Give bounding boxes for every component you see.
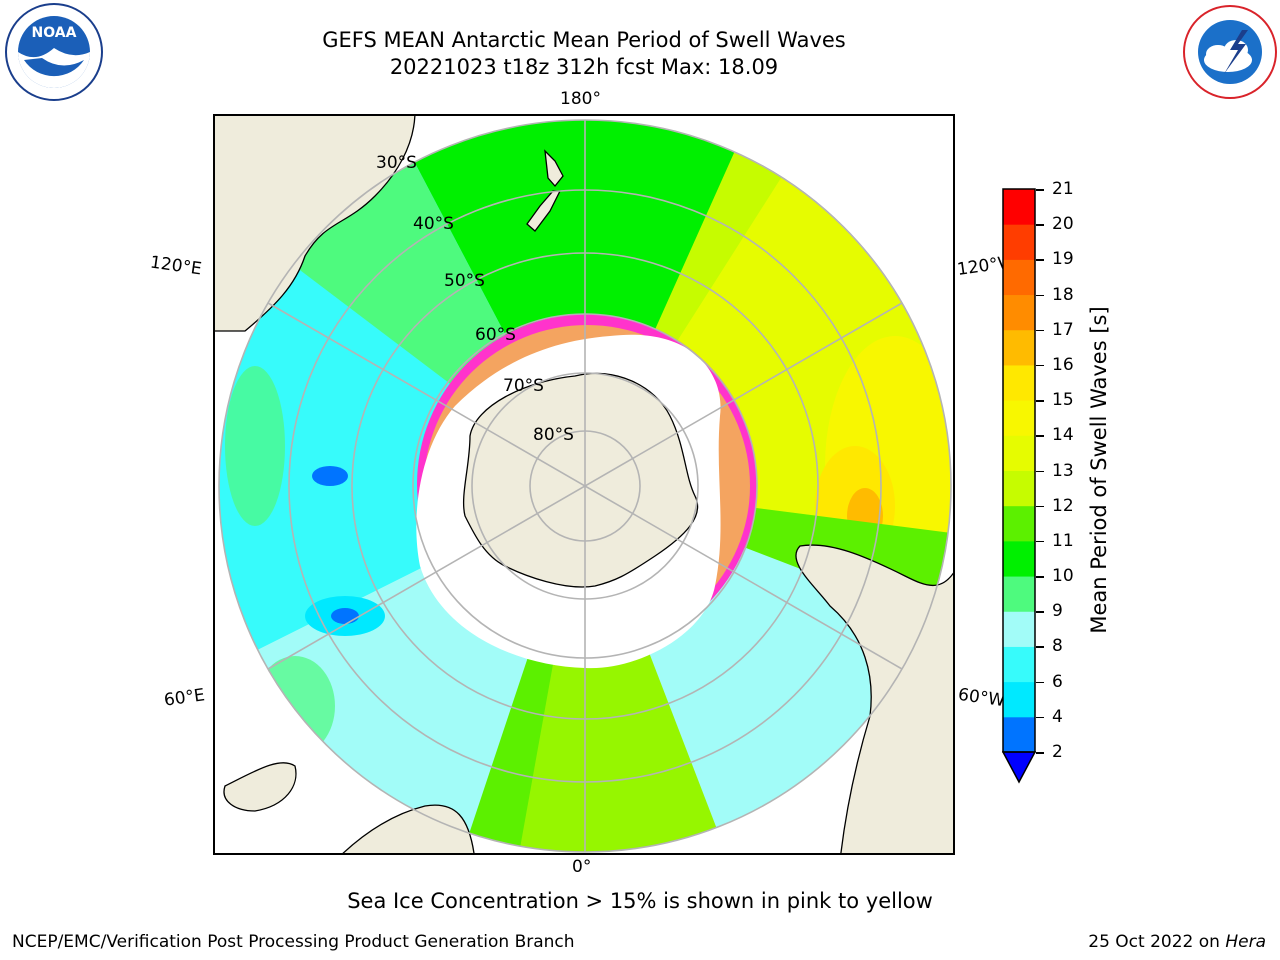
colorbar-band xyxy=(1003,259,1035,296)
lon-label-120e: 120°E xyxy=(148,252,203,280)
colorbar-band xyxy=(1003,505,1035,542)
colorbar-tick-mark xyxy=(1036,505,1044,508)
colorbar-band xyxy=(1003,576,1035,612)
colorbar-extend-arrow xyxy=(1002,751,1036,784)
colorbar-band xyxy=(1003,224,1035,260)
colorbar-band xyxy=(1003,364,1035,401)
colorbar-tick-label: 20 xyxy=(1052,214,1074,235)
credit-branch: NCEP/EMC/Verification Post Processing Pr… xyxy=(12,932,575,952)
colorbar-tick-mark xyxy=(1036,716,1044,719)
noaa-logo: NOAA xyxy=(5,3,103,101)
colorbar-tick-mark xyxy=(1036,752,1044,754)
colorbar-tick-label: 16 xyxy=(1052,354,1074,375)
colorbar-tick-label: 6 xyxy=(1052,671,1063,692)
lat-label-70s: 70°S xyxy=(503,376,544,396)
colorbar-tick-label: 19 xyxy=(1052,249,1074,270)
noaa-logo-text: NOAA xyxy=(32,25,77,41)
colorbar-band xyxy=(1003,681,1035,718)
colorbar-tick-mark xyxy=(1036,470,1044,472)
lon-label-180: 180° xyxy=(560,89,601,109)
colorbar-tick-mark xyxy=(1036,259,1044,261)
colorbar-band xyxy=(1003,189,1035,225)
colorbar-tick-label: 4 xyxy=(1052,706,1063,727)
polar-map xyxy=(215,116,953,853)
chart-title: GEFS MEAN Antarctic Mean Period of Swell… xyxy=(322,28,846,52)
colorbar xyxy=(1002,188,1036,784)
colorbar-band xyxy=(1003,400,1035,436)
colorbar-tick-mark xyxy=(1036,364,1044,367)
colorbar-tick-label: 8 xyxy=(1052,636,1063,657)
colorbar-tick-mark xyxy=(1036,294,1044,297)
lat-label-50s: 50°S xyxy=(444,271,485,291)
graticule xyxy=(218,119,952,853)
colorbar-tick-mark xyxy=(1036,576,1044,578)
colorbar-band xyxy=(1003,611,1035,647)
colorbar-band xyxy=(1003,716,1035,753)
colorbar-tick-mark xyxy=(1036,224,1044,226)
colorbar-frame xyxy=(1002,188,1036,753)
colorbar-tick-label: 2 xyxy=(1052,742,1063,762)
colorbar-tick-mark xyxy=(1036,646,1044,648)
colorbar-band xyxy=(1003,470,1035,507)
lat-label-60s: 60°S xyxy=(475,325,516,345)
colorbar-band xyxy=(1003,540,1035,577)
colorbar-band xyxy=(1003,435,1035,471)
colorbar-tick-mark xyxy=(1036,540,1044,543)
land xyxy=(215,116,953,853)
colorbar-tick-label: 15 xyxy=(1052,390,1074,411)
colorbar-tick-mark xyxy=(1036,435,1044,437)
colorbar-tick-mark xyxy=(1036,329,1044,332)
lon-label-60e: 60°E xyxy=(162,685,207,711)
colorbar-band xyxy=(1003,329,1035,366)
chart-subtitle: 20221023 t18z 312h fcst Max: 18.09 xyxy=(389,55,779,79)
colorbar-tick-label: 18 xyxy=(1052,284,1074,305)
colorbar-band xyxy=(1003,646,1035,683)
lat-label-30s: 30°S xyxy=(376,153,417,173)
credit-host: Hera xyxy=(1225,932,1266,952)
lat-label-40s: 40°S xyxy=(413,214,454,234)
colorbar-tick-label: 9 xyxy=(1052,601,1063,622)
colorbar-tick-mark xyxy=(1036,681,1044,684)
colorbar-tick-mark xyxy=(1036,400,1044,402)
colorbar-tick-mark xyxy=(1036,611,1044,613)
colorbar-band xyxy=(1003,294,1035,331)
map-panel xyxy=(213,114,955,855)
colorbar-tick-mark xyxy=(1036,189,1044,191)
colorbar-tick-label: 21 xyxy=(1052,179,1074,199)
colorbar-tick-label: 10 xyxy=(1052,566,1074,587)
credit-date: 25 Oct 2022 on Hera xyxy=(1088,932,1266,952)
credit-date-text: 25 Oct 2022 on xyxy=(1088,932,1220,952)
lon-label-60w: 60°W xyxy=(956,684,1007,712)
colorbar-tick-label: 17 xyxy=(1052,319,1074,340)
colorbar-label: Mean Period of Swell Waves [s] xyxy=(1087,306,1111,634)
colorbar-tick-label: 11 xyxy=(1052,530,1074,551)
lat-label-80s: 80°S xyxy=(533,425,574,445)
colorbar-tick-label: 14 xyxy=(1052,425,1074,446)
colorbar-tick-label: 13 xyxy=(1052,460,1074,481)
nws-logo xyxy=(1183,5,1277,99)
lon-label-0: 0° xyxy=(572,857,592,877)
sea-ice-note: Sea Ice Concentration > 15% is shown in … xyxy=(347,889,933,913)
colorbar-tick-label: 12 xyxy=(1052,495,1074,516)
